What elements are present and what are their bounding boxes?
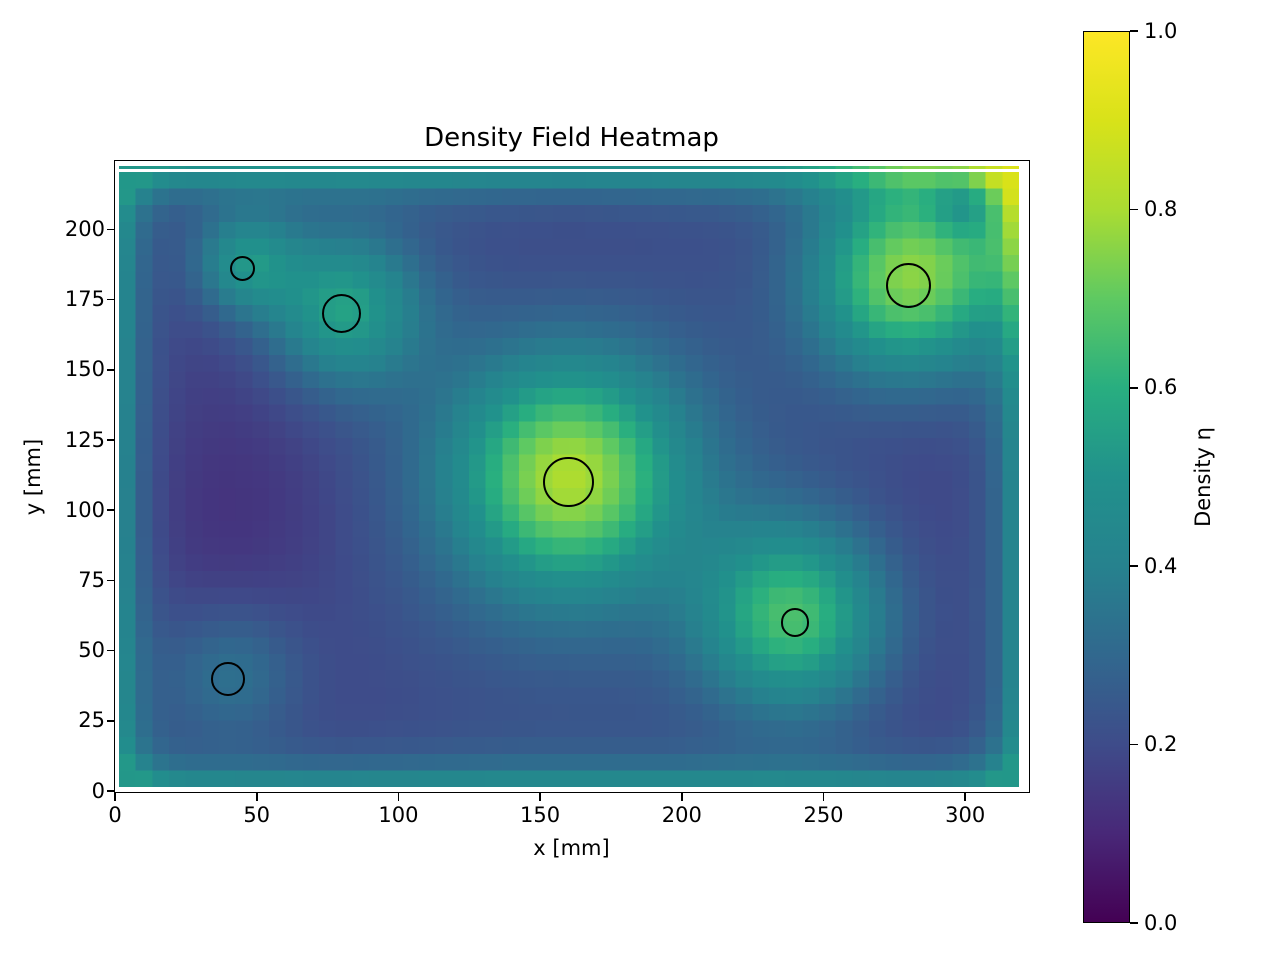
y-tick-mark [107, 579, 115, 582]
colorbar-tick-label: 1.0 [1144, 18, 1178, 43]
y-tick-label: 75 [78, 567, 105, 592]
colorbar-tick-label: 0.0 [1144, 910, 1178, 935]
colorbar-tick-mark [1130, 743, 1138, 746]
colorbar-tick-mark [1130, 386, 1138, 389]
colorbar-tick-mark [1130, 208, 1138, 211]
y-tick-label: 150 [64, 357, 105, 382]
x-tick-mark [255, 793, 258, 801]
y-tick-mark [107, 649, 115, 652]
x-axis-label: x [mm] [533, 836, 610, 860]
y-tick-mark [107, 439, 115, 441]
y-tick-mark [107, 298, 115, 301]
y-tick-mark [107, 509, 115, 512]
x-tick-label: 300 [945, 803, 986, 827]
colorbar-tick-label: 0.8 [1144, 196, 1178, 221]
x-tick-label: 150 [520, 803, 561, 827]
y-tick-mark [107, 228, 115, 231]
inclusion-marker [543, 456, 594, 508]
y-tick-label: 0 [91, 778, 105, 803]
x-tick-label: 0 [108, 803, 122, 827]
x-tick-mark [114, 793, 116, 801]
x-tick-label: 100 [378, 803, 419, 827]
x-tick-mark [680, 793, 683, 801]
y-tick-mark [107, 368, 115, 371]
inclusion-marker [211, 661, 246, 696]
inclusion-marker [885, 262, 932, 309]
x-tick-mark [539, 793, 541, 801]
x-tick-mark [397, 793, 400, 801]
inclusion-marker [229, 256, 256, 282]
x-tick-mark [822, 793, 825, 801]
colorbar-tick-label: 0.6 [1144, 375, 1178, 400]
y-tick-label: 50 [78, 638, 105, 663]
chart-title: Density Field Heatmap [424, 123, 719, 153]
colorbar-tick-mark [1130, 565, 1138, 568]
colorbar-tick-mark [1130, 922, 1138, 924]
y-tick-mark [107, 719, 115, 722]
x-tick-label: 250 [803, 803, 844, 827]
heatmap-top-strip [119, 166, 1019, 169]
x-tick-mark [964, 793, 967, 801]
x-tick-label: 50 [243, 803, 271, 827]
y-tick-label: 25 [78, 708, 105, 733]
inclusion-marker [781, 608, 810, 637]
y-tick-label: 175 [64, 287, 105, 312]
colorbar [1083, 31, 1130, 923]
colorbar-label: Density η [1191, 427, 1215, 527]
y-tick-label: 125 [64, 427, 105, 452]
inclusion-marker [321, 293, 362, 334]
colorbar-tick-mark [1130, 30, 1138, 32]
colorbar-tick-label: 0.2 [1144, 732, 1178, 757]
y-tick-label: 200 [64, 216, 105, 241]
y-tick-mark [107, 790, 115, 792]
colorbar-tick-label: 0.4 [1144, 553, 1178, 578]
x-tick-label: 200 [661, 803, 702, 827]
y-tick-label: 100 [64, 497, 105, 522]
